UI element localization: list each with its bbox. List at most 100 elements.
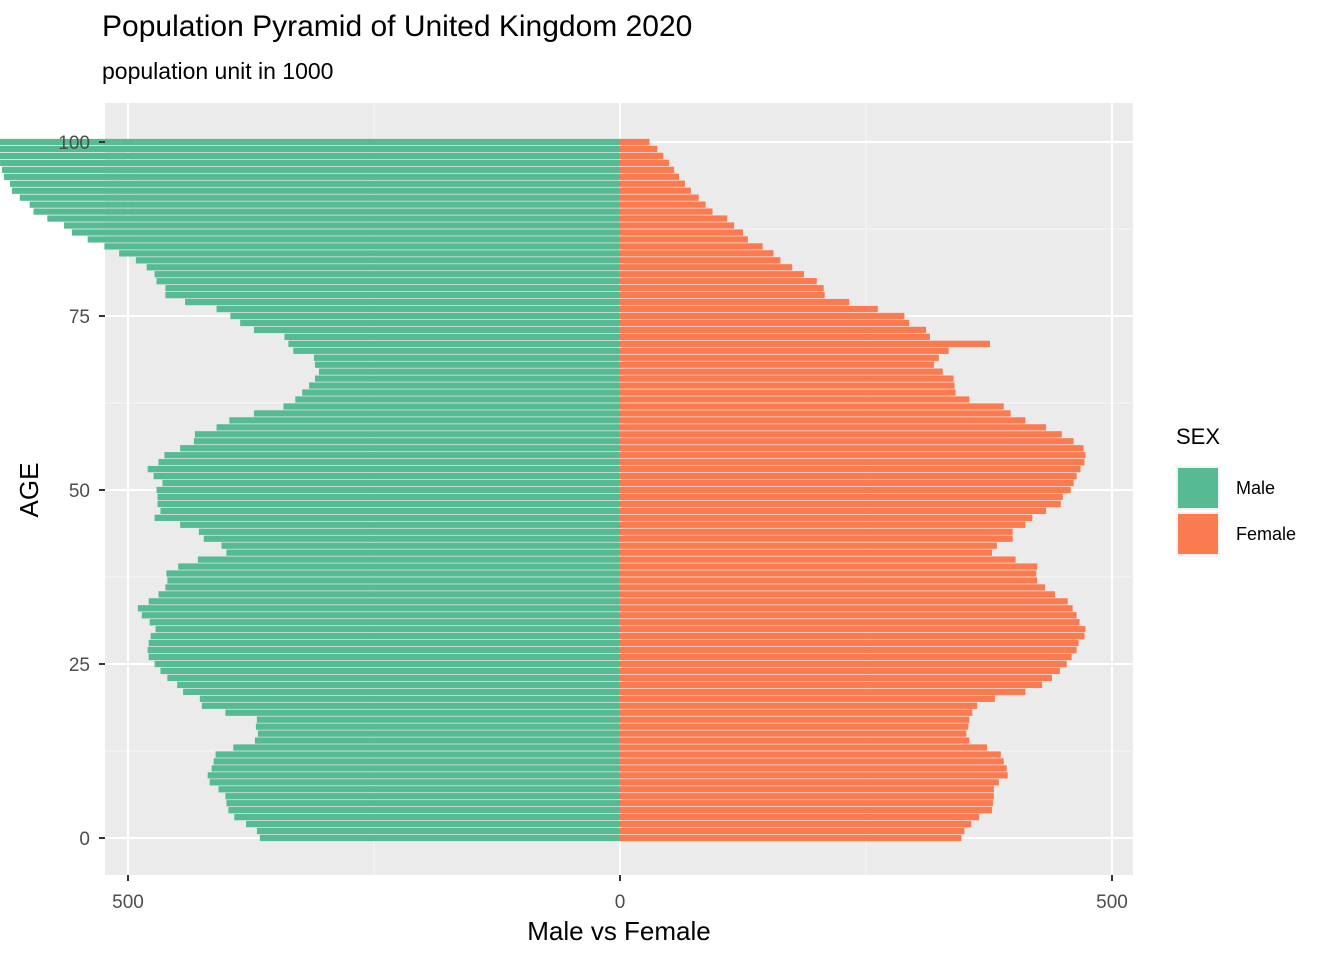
bar-female <box>620 556 1016 563</box>
bar-female <box>620 660 1067 668</box>
bar-male <box>104 243 620 250</box>
bar-female <box>620 472 1077 480</box>
bar-male <box>259 834 620 842</box>
bar-female <box>620 222 735 229</box>
bar-male <box>198 528 620 535</box>
bar-female <box>620 410 1011 417</box>
bar-male <box>295 396 620 403</box>
bar-female <box>620 417 1026 424</box>
y-tick-label: 0 <box>79 829 90 850</box>
bar-female <box>620 285 824 292</box>
bar-female <box>620 368 943 375</box>
bar-male <box>166 570 620 577</box>
bar-male <box>148 598 620 605</box>
bar-female <box>620 619 1080 626</box>
bar-male <box>146 264 621 271</box>
bar-female <box>620 236 748 243</box>
bar-female <box>620 298 850 306</box>
bar-male <box>218 786 620 793</box>
bar-female <box>620 180 685 187</box>
bar-female <box>620 779 999 786</box>
bar-male <box>225 793 620 800</box>
bar-male <box>313 354 620 361</box>
axes: 500 0 500 0 25 50 75 100 <box>58 133 1128 913</box>
legend-item-male: Male <box>1176 466 1275 510</box>
bar-female <box>620 187 691 194</box>
bar-male <box>165 285 620 292</box>
bar-male <box>221 542 621 549</box>
bar-male <box>149 619 620 626</box>
bar-female <box>620 514 1033 521</box>
bar-male <box>178 563 620 570</box>
bar-female <box>620 145 658 153</box>
bar-female <box>620 438 1074 445</box>
bar-female <box>620 674 1052 682</box>
y-tick-label: 50 <box>69 481 90 502</box>
bar-male <box>160 667 621 675</box>
bar-male <box>314 375 620 382</box>
bar-female <box>620 138 650 146</box>
bar-male <box>201 702 621 709</box>
bar-male <box>154 660 620 668</box>
bar-female <box>620 201 706 208</box>
bar-male <box>0 138 621 146</box>
bar-female <box>620 528 1013 535</box>
bar-male <box>141 612 620 619</box>
bar-female <box>620 208 713 215</box>
bar-female <box>620 326 927 334</box>
bar-male <box>150 633 620 640</box>
bar-male <box>233 744 620 751</box>
bar-male <box>240 319 620 327</box>
bar-male <box>254 737 620 744</box>
bar-female <box>620 813 980 821</box>
bar-female <box>620 772 1008 779</box>
bar-male <box>180 445 621 452</box>
bar-female <box>620 639 1079 647</box>
bar-male <box>162 479 620 487</box>
bar-female <box>620 257 781 264</box>
bar-male <box>314 361 620 368</box>
bar-male <box>216 424 620 431</box>
chart-title: Population Pyramid of United Kingdom 202… <box>102 10 693 43</box>
bar-female <box>620 765 1007 772</box>
bar-female <box>620 333 930 341</box>
bar-female <box>620 354 939 361</box>
bar-female <box>620 800 993 807</box>
bars <box>0 138 1086 842</box>
bar-female <box>620 542 997 549</box>
bar-male <box>148 639 620 647</box>
bar-male <box>155 626 620 633</box>
bar-female <box>620 577 1038 584</box>
bar-male <box>64 222 621 229</box>
bar-female <box>620 173 680 180</box>
legend-label-male: Male <box>1236 477 1276 498</box>
bar-female <box>620 347 949 354</box>
bar-female <box>620 375 954 382</box>
bar-male <box>256 827 620 835</box>
bar-female <box>620 744 988 751</box>
bar-female <box>620 361 934 368</box>
bar-male <box>147 465 620 473</box>
legend-title: SEX <box>1176 424 1221 449</box>
bar-male <box>211 765 620 772</box>
y-axis-label: AGE <box>14 463 44 518</box>
bar-male <box>147 646 620 654</box>
bar-male <box>185 298 620 306</box>
bar-male <box>4 173 621 180</box>
legend-key-female <box>1176 512 1220 556</box>
bar-male <box>293 347 620 354</box>
bar-female <box>620 716 970 723</box>
bar-male <box>167 674 621 682</box>
bar-female <box>620 653 1072 661</box>
bar-male <box>309 382 620 389</box>
bar-female <box>620 646 1077 654</box>
bar-female <box>620 681 1043 689</box>
bar-male <box>183 688 620 695</box>
bar-male <box>167 577 621 584</box>
bar-female <box>620 396 970 403</box>
bar-male <box>153 472 621 480</box>
bar-male <box>9 180 621 187</box>
bar-female <box>620 403 1004 410</box>
bar-female <box>620 166 675 173</box>
bar-male <box>11 187 620 194</box>
